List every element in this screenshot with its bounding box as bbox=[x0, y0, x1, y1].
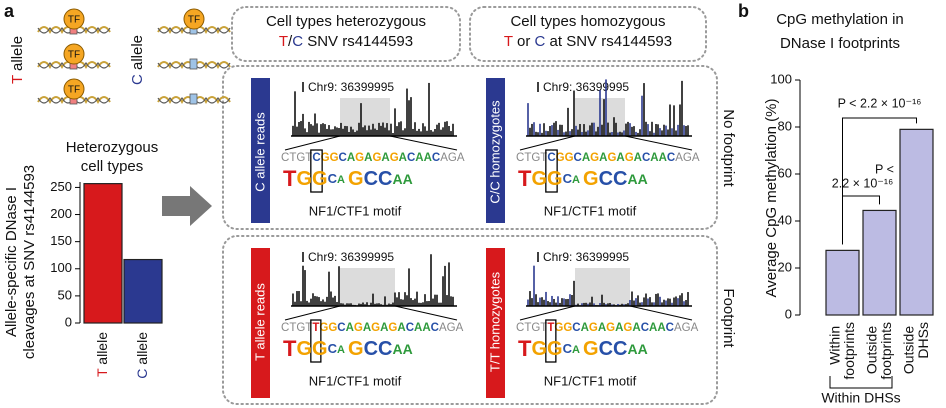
header: Cell types heterozygous bbox=[266, 13, 426, 30]
bracket bbox=[842, 195, 880, 245]
tf-label: TF bbox=[68, 85, 80, 96]
chart-title: DNase I footprints bbox=[780, 35, 900, 52]
y-tick-label: 40 bbox=[778, 212, 792, 227]
zoom-lines bbox=[519, 135, 693, 151]
x-tick-label: Outside footprints bbox=[863, 322, 894, 380]
panel-tag-label: C allele reads bbox=[252, 112, 267, 192]
p-value: P < 2.2 × 10⁻¹⁶ bbox=[838, 96, 922, 110]
sequence: CTGTCGGCAGAGAGACAACAGA bbox=[516, 152, 700, 164]
panel-label: b bbox=[738, 1, 749, 21]
y-tick-label: 250 bbox=[50, 179, 72, 194]
group-label: Within DHSs bbox=[821, 390, 900, 406]
motif-logo: GCCAA bbox=[583, 168, 648, 190]
snv-site bbox=[189, 93, 198, 105]
row-box bbox=[222, 65, 718, 230]
y-tick-label: 60 bbox=[778, 165, 792, 180]
y-tick-label: 150 bbox=[50, 233, 72, 248]
allele-label: C allele bbox=[129, 35, 146, 85]
chart-title: cell types bbox=[81, 158, 144, 175]
header: T or C at SNV rs4144593 bbox=[504, 33, 672, 50]
zoom-lines bbox=[284, 135, 458, 151]
motif-logo: GCCAA bbox=[583, 338, 648, 360]
x-tick-label: C allele bbox=[134, 332, 150, 379]
snv-box bbox=[545, 319, 557, 363]
motif-logo: TGGCA bbox=[518, 166, 580, 191]
chart-title: Heterozygous bbox=[66, 139, 159, 156]
chart-title: CpG methylation in bbox=[776, 11, 904, 28]
group-bracket bbox=[829, 376, 893, 389]
panel-tag-label: T allele reads bbox=[252, 283, 267, 361]
zoom-lines bbox=[519, 305, 693, 321]
tf bbox=[63, 78, 85, 100]
x-tick-label: Outside DHSs bbox=[900, 322, 931, 374]
y-axis-label: Allele-specific DNase I bbox=[3, 187, 20, 337]
tf-label: TF bbox=[188, 15, 200, 26]
motif-logo: TGGCA bbox=[283, 166, 345, 191]
sequence: CTGTTGGCAGAGAGACAACAGA bbox=[516, 322, 699, 334]
snv-box bbox=[310, 149, 323, 193]
p-value: P < bbox=[875, 162, 894, 176]
header: Cell types homozygous bbox=[510, 13, 665, 30]
x-tick-label: Within footprints bbox=[826, 322, 857, 380]
sequence: CTGTCGGCAGAGAGACAACAGA bbox=[281, 152, 465, 164]
panel-tag bbox=[251, 78, 270, 223]
snv-site bbox=[189, 58, 198, 70]
row-label: No footprint bbox=[720, 109, 737, 187]
motif-logo: GCCAA bbox=[348, 168, 413, 190]
panel-tag bbox=[486, 248, 505, 398]
motif-label: NF1/CTF1 motif bbox=[309, 373, 402, 388]
x-tick-label: T allele bbox=[94, 332, 110, 377]
bar bbox=[862, 209, 897, 316]
y-tick-label: 100 bbox=[50, 260, 72, 275]
motif-logo: TGGCA bbox=[518, 336, 580, 361]
motif-logo: TGGCA bbox=[283, 336, 345, 361]
sequence: CTGTTGGCAGAGAGACAACAGA bbox=[281, 322, 464, 334]
tf bbox=[63, 43, 85, 65]
y-tick-label: 80 bbox=[778, 118, 792, 133]
panel-tag bbox=[486, 78, 505, 223]
tf-label: TF bbox=[68, 50, 80, 61]
panel-label: a bbox=[4, 1, 15, 21]
bar bbox=[825, 249, 860, 316]
bar bbox=[83, 183, 123, 324]
header-box bbox=[469, 6, 707, 62]
bar bbox=[123, 258, 163, 324]
locus: Chr9: 36399995 bbox=[308, 250, 394, 264]
y-tick-label: 100 bbox=[770, 71, 792, 86]
y-tick-label: 20 bbox=[778, 259, 792, 274]
locus: Chr9: 36399995 bbox=[543, 80, 629, 94]
y-tick-label: 50 bbox=[58, 287, 72, 302]
tf bbox=[183, 8, 205, 30]
tf-label: TF bbox=[68, 15, 80, 26]
panel-tag-label: T/T homozygotes bbox=[487, 271, 502, 372]
snv-box bbox=[545, 149, 558, 193]
motif-logo: GCCAA bbox=[348, 338, 413, 360]
row-box bbox=[222, 235, 718, 405]
locus: Chr9: 36399995 bbox=[543, 250, 629, 264]
bar bbox=[899, 128, 934, 316]
header-box bbox=[231, 6, 461, 62]
panel-tag bbox=[251, 248, 270, 398]
footprint-region bbox=[340, 268, 395, 306]
zoom-lines bbox=[284, 305, 458, 321]
panel-tag-label: C/C homozygotes bbox=[487, 100, 502, 204]
motif-label: NF1/CTF1 motif bbox=[544, 203, 637, 218]
locus: Chr9: 36399995 bbox=[308, 80, 394, 94]
motif-label: NF1/CTF1 motif bbox=[544, 373, 637, 388]
bracket bbox=[842, 117, 917, 245]
header: T/C SNV rs4144593 bbox=[279, 33, 413, 50]
row-label: Footprint bbox=[720, 288, 737, 348]
tf bbox=[63, 8, 85, 30]
snv-box bbox=[310, 319, 322, 363]
y-tick-label: 0 bbox=[785, 306, 792, 321]
motif-label: NF1/CTF1 motif bbox=[309, 203, 402, 218]
p-value: 2.2 × 10⁻¹⁶ bbox=[832, 176, 893, 190]
y-tick-label: 0 bbox=[65, 314, 72, 329]
y-tick-label: 200 bbox=[50, 206, 72, 221]
y-axis-label: Average CpG methylation (%) bbox=[763, 99, 780, 298]
allele-label: T allele bbox=[9, 36, 26, 84]
y-axis-label: cleavages at SNV rs4144593 bbox=[21, 165, 38, 359]
arrow bbox=[162, 186, 212, 226]
